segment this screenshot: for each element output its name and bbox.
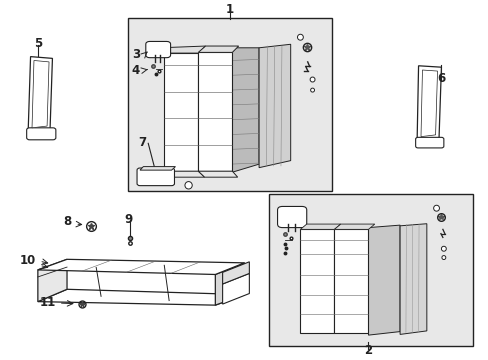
- Polygon shape: [198, 46, 238, 53]
- Ellipse shape: [310, 88, 314, 92]
- Text: 1: 1: [225, 3, 233, 15]
- Ellipse shape: [184, 181, 192, 189]
- Polygon shape: [334, 224, 374, 229]
- Text: 6: 6: [436, 72, 445, 85]
- FancyBboxPatch shape: [137, 168, 174, 186]
- Ellipse shape: [297, 34, 303, 40]
- Polygon shape: [198, 171, 237, 177]
- Polygon shape: [38, 259, 244, 274]
- Bar: [127, 18, 331, 190]
- Text: 9: 9: [124, 213, 133, 226]
- Text: 4: 4: [131, 64, 140, 77]
- Text: 7: 7: [138, 136, 146, 149]
- Polygon shape: [222, 262, 249, 284]
- Polygon shape: [32, 60, 49, 128]
- Polygon shape: [300, 224, 340, 229]
- Polygon shape: [164, 46, 205, 53]
- Text: 10: 10: [20, 254, 36, 267]
- Polygon shape: [38, 259, 67, 302]
- Polygon shape: [140, 167, 175, 170]
- Polygon shape: [416, 66, 441, 141]
- Text: 2: 2: [364, 345, 372, 357]
- Polygon shape: [164, 171, 204, 177]
- Polygon shape: [300, 229, 334, 333]
- FancyBboxPatch shape: [277, 206, 306, 228]
- Ellipse shape: [441, 256, 445, 260]
- Polygon shape: [164, 53, 198, 171]
- Ellipse shape: [433, 205, 439, 211]
- Polygon shape: [229, 48, 259, 173]
- Polygon shape: [334, 229, 368, 333]
- FancyBboxPatch shape: [145, 41, 170, 58]
- Ellipse shape: [309, 77, 314, 82]
- Polygon shape: [198, 53, 232, 171]
- Polygon shape: [399, 224, 426, 334]
- Polygon shape: [259, 44, 290, 168]
- Bar: [268, 194, 472, 346]
- Text: 8: 8: [63, 215, 72, 228]
- FancyBboxPatch shape: [415, 138, 443, 148]
- Polygon shape: [420, 70, 437, 137]
- Text: 3: 3: [132, 48, 140, 61]
- Polygon shape: [38, 289, 244, 305]
- Polygon shape: [368, 225, 399, 335]
- Ellipse shape: [441, 246, 446, 251]
- FancyBboxPatch shape: [27, 128, 56, 140]
- Polygon shape: [215, 263, 244, 305]
- Text: 5: 5: [34, 37, 42, 50]
- Text: 11: 11: [40, 296, 56, 309]
- Polygon shape: [28, 57, 52, 132]
- Polygon shape: [222, 274, 249, 304]
